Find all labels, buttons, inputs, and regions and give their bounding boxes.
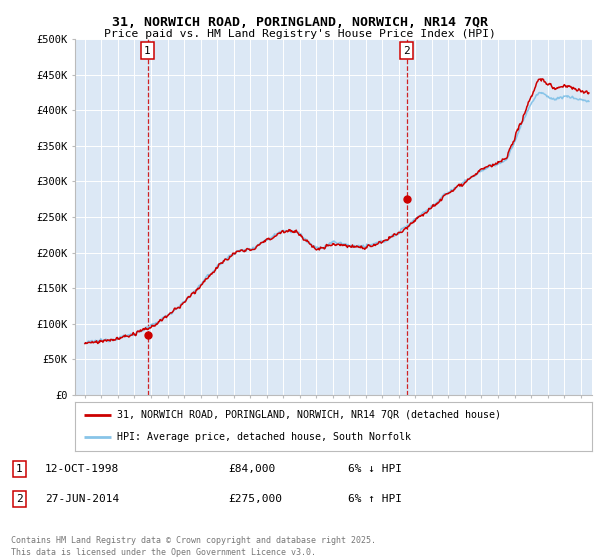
- Text: £275,000: £275,000: [228, 494, 282, 504]
- Text: 31, NORWICH ROAD, PORINGLAND, NORWICH, NR14 7QR: 31, NORWICH ROAD, PORINGLAND, NORWICH, N…: [112, 16, 488, 29]
- Text: 2: 2: [16, 494, 23, 504]
- Text: Contains HM Land Registry data © Crown copyright and database right 2025.
This d: Contains HM Land Registry data © Crown c…: [11, 536, 376, 557]
- Text: £84,000: £84,000: [228, 464, 275, 474]
- Text: 12-OCT-1998: 12-OCT-1998: [45, 464, 119, 474]
- Text: 2: 2: [404, 45, 410, 55]
- Text: 31, NORWICH ROAD, PORINGLAND, NORWICH, NR14 7QR (detached house): 31, NORWICH ROAD, PORINGLAND, NORWICH, N…: [118, 410, 502, 420]
- Text: 6% ↓ HPI: 6% ↓ HPI: [348, 464, 402, 474]
- Text: Price paid vs. HM Land Registry's House Price Index (HPI): Price paid vs. HM Land Registry's House …: [104, 29, 496, 39]
- Text: 1: 1: [144, 45, 151, 55]
- Text: HPI: Average price, detached house, South Norfolk: HPI: Average price, detached house, Sout…: [118, 432, 412, 442]
- Text: 1: 1: [16, 464, 23, 474]
- Text: 27-JUN-2014: 27-JUN-2014: [45, 494, 119, 504]
- Text: 6% ↑ HPI: 6% ↑ HPI: [348, 494, 402, 504]
